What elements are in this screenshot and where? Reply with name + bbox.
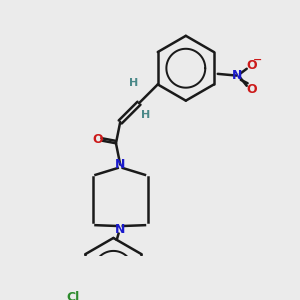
Text: N: N (115, 223, 125, 236)
Text: −: − (253, 55, 262, 65)
Text: Cl: Cl (67, 291, 80, 300)
Text: N: N (115, 158, 125, 171)
Text: O: O (247, 59, 257, 72)
Text: O: O (92, 133, 103, 146)
Text: N: N (232, 69, 242, 82)
Text: H: H (141, 110, 150, 120)
Text: H: H (129, 78, 139, 88)
Text: O: O (247, 83, 257, 96)
